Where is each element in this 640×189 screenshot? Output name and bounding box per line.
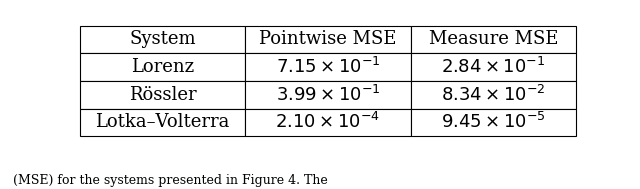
- Text: (MSE) for the systems presented in Figure 4. The: (MSE) for the systems presented in Figur…: [13, 174, 328, 187]
